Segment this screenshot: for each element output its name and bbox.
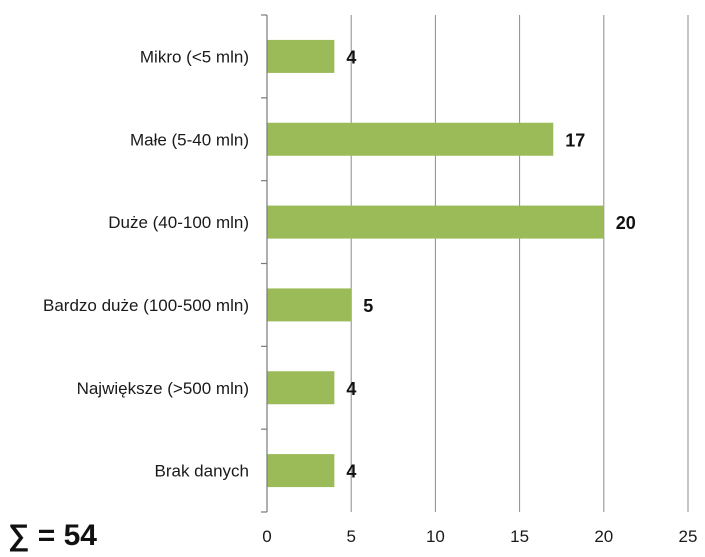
axes [261,14,268,513]
x-tick-label: 0 [262,527,271,546]
grid-lines [350,15,689,512]
category-label: Brak danych [155,462,250,481]
data-label: 5 [363,296,373,316]
bar-0 [267,39,335,73]
category-label: Małe (5-40 mln) [130,130,249,149]
sum-annotation: ∑ = 54 [8,519,97,552]
category-label: Największe (>500 mln) [77,379,249,398]
category-label: Mikro (<5 mln) [140,47,249,66]
bar-5 [267,454,335,488]
x-tick-label: 20 [594,527,613,546]
bar-3 [267,288,352,322]
data-label: 17 [565,130,585,150]
category-label: Duże (40-100 mln) [108,213,249,232]
x-tick-label: 10 [426,527,445,546]
x-tick-label: 25 [679,527,698,546]
x-tick-label: 15 [510,527,529,546]
bar-2 [267,205,604,239]
data-label: 4 [346,462,356,482]
data-label: 4 [346,379,356,399]
labels: 0 5 10 15 20 25 Mikro (<5 mln) 4 Małe (5-40 mln)… [43,47,697,546]
bars [267,39,604,488]
data-label: 4 [346,47,356,67]
bar-1 [267,122,554,156]
bar-4 [267,371,335,405]
category-label: Bardzo duże (100-500 mln) [43,296,249,315]
data-label: 20 [616,213,636,233]
x-tick-label: 5 [346,527,355,546]
